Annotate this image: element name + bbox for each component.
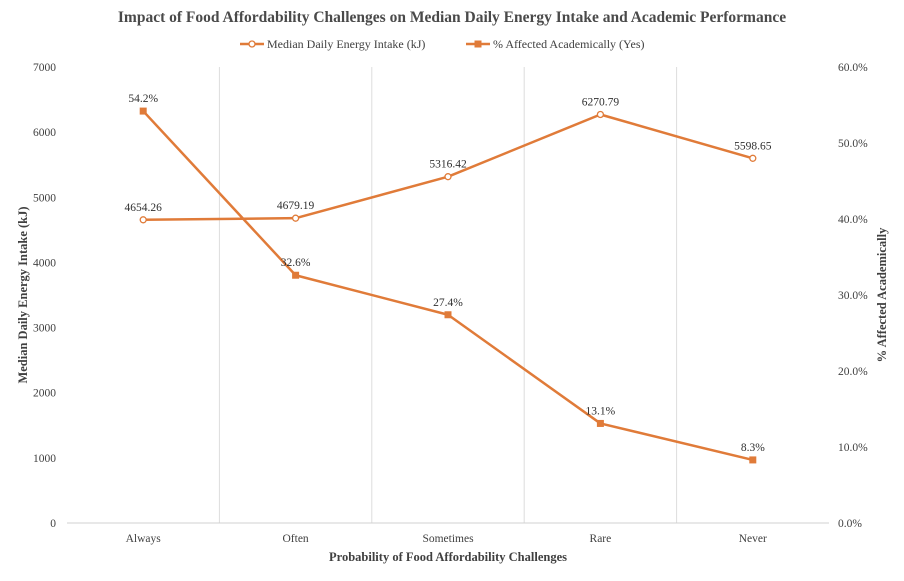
right-y-tick-label: 0.0% xyxy=(838,518,862,530)
data-point xyxy=(749,456,757,464)
data-label: 4654.26 xyxy=(125,202,163,214)
legend: Median Daily Energy Intake (kJ) % Affecte… xyxy=(240,37,645,51)
legend-marker xyxy=(248,40,256,48)
data-label: 4679.19 xyxy=(277,200,315,212)
data-label: 5316.42 xyxy=(429,159,467,171)
left-y-tick-label: 3000 xyxy=(33,323,56,335)
left-y-tick-label: 6000 xyxy=(33,127,56,139)
left-y-tick-label: 5000 xyxy=(33,192,56,204)
x-tick-label: Often xyxy=(283,533,309,545)
x-axis-title: Probability of Food Affordability Challe… xyxy=(329,550,567,564)
x-tick-label: Sometimes xyxy=(422,533,474,545)
left-y-tick-label: 2000 xyxy=(33,388,56,400)
right-y-tick-label: 40.0% xyxy=(838,214,868,226)
series-layer: 4654.26 4679.195316.426270.795598.6554.2%… xyxy=(125,93,772,464)
data-point xyxy=(139,216,147,224)
right-y-tick-label: 10.0% xyxy=(838,442,868,454)
data-label: 6270.79 xyxy=(582,97,620,109)
x-axis: Always Often Sometimes Rare Never xyxy=(126,533,767,545)
right-y-axis: 0.0% 10.0% 20.0% 30.0% 40.0% 50.0% 60.0% xyxy=(838,62,868,530)
legend-item: Median Daily Energy Intake (kJ) xyxy=(240,37,425,51)
data-label: 27.4% xyxy=(433,297,463,309)
data-point xyxy=(292,271,300,279)
right-y-tick-label: 30.0% xyxy=(838,290,868,302)
right-y-tick-label: 20.0% xyxy=(838,366,868,378)
left-y-axis: 0 1000 2000 3000 4000 5000 6000 7000 xyxy=(33,62,56,530)
left-y-axis-title: Median Daily Energy Intake (kJ) xyxy=(16,206,30,383)
data-label: 8.3% xyxy=(741,442,765,454)
legend-marker xyxy=(474,40,482,48)
left-y-tick-label: 1000 xyxy=(33,453,56,465)
data-label: 5598.65 xyxy=(734,140,772,152)
x-tick-label: Never xyxy=(739,533,767,545)
data-point xyxy=(749,154,757,162)
data-point xyxy=(444,311,452,319)
left-y-tick-label: 4000 xyxy=(33,257,56,269)
right-y-tick-label: 50.0% xyxy=(838,138,868,150)
data-point xyxy=(139,107,147,115)
data-label: 54.2% xyxy=(128,93,158,105)
data-label: 32.6% xyxy=(281,257,311,269)
legend-label: % Affected Academically (Yes) xyxy=(493,37,645,51)
left-y-tick-label: 0 xyxy=(50,518,56,530)
data-point xyxy=(596,419,604,427)
left-y-tick-label: 7000 xyxy=(33,62,56,74)
data-point xyxy=(291,214,300,222)
x-tick-label: Rare xyxy=(590,533,612,545)
right-y-tick-label: 60.0% xyxy=(838,62,868,74)
data-point xyxy=(596,110,605,119)
legend-item: % Affected Academically (Yes) xyxy=(466,37,645,51)
grid xyxy=(67,67,829,524)
series-1: 4654.26 4679.19 5316.42 6270.79 5598.65 xyxy=(125,97,772,224)
legend-label: Median Daily Energy Intake (kJ) xyxy=(267,37,425,51)
right-y-axis-title: % Affected Academically xyxy=(875,227,889,362)
x-tick-label: Always xyxy=(126,533,162,545)
data-label: 13.1% xyxy=(586,405,616,417)
data-point xyxy=(444,173,452,181)
series-2: 54.2% 32.6% 27.4% 13.1% 8.3% xyxy=(128,93,765,464)
chart-title: Impact of Food Affordability Challenges … xyxy=(118,9,786,26)
